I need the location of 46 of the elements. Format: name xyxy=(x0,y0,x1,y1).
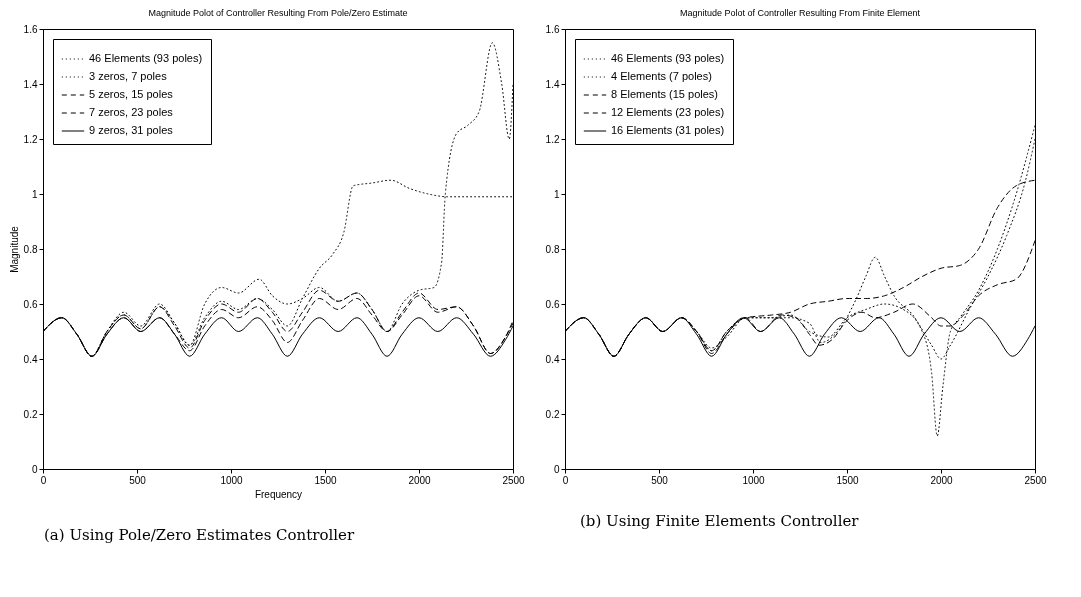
y-tick-label: 0.8 xyxy=(545,243,560,255)
x-tick-label: 2500 xyxy=(1024,474,1048,486)
x-tick-label: 1500 xyxy=(314,474,338,486)
legend-label: 8 Elements (15 poles) xyxy=(611,88,718,100)
legend-label: 46 Elements (93 poles) xyxy=(611,52,725,64)
y-tick-label: 0.6 xyxy=(545,298,560,310)
x-tick-label: 0 xyxy=(562,474,569,486)
legend-label: 4 Elements (7 poles) xyxy=(611,70,712,82)
x-tick-label: 1000 xyxy=(220,474,244,486)
y-axis-title: Magnitude xyxy=(8,225,20,273)
x-axis-title: Frequency xyxy=(254,488,303,500)
text: (a) Using Pole/Zero Estimates Controller xyxy=(44,526,356,544)
x-tick-label: 1000 xyxy=(742,474,766,486)
legend-label: 7 zeros, 23 poles xyxy=(89,106,174,118)
legend-label: 5 zeros, 15 poles xyxy=(89,88,174,100)
legend-label: 3 zeros, 7 poles xyxy=(89,70,168,82)
x-tick-label: 2500 xyxy=(502,474,526,486)
y-tick-label: 0.4 xyxy=(23,353,38,365)
x-tick-label: 0 xyxy=(40,474,47,486)
y-tick-label: 1.6 xyxy=(23,23,38,35)
chart-title: Magnitude Polot of Controller Resulting From Pole/Zero Estimate xyxy=(148,8,408,18)
legend-label: 16 Elements (31 poles) xyxy=(611,124,725,136)
legend-label: 46 Elements (93 poles) xyxy=(89,52,203,64)
x-tick-label: 500 xyxy=(129,474,147,486)
y-tick-label: 1 xyxy=(31,188,38,200)
y-tick-label: 1.6 xyxy=(545,23,560,35)
legend-label: 12 Elements (23 poles) xyxy=(611,106,725,118)
chart-title: Magnitude Polot of Controller Resulting From Finite Element xyxy=(679,8,921,18)
y-tick-label: 0.2 xyxy=(545,408,560,420)
legend-label: 9 zeros, 31 poles xyxy=(89,124,174,136)
y-tick-label: 0.6 xyxy=(23,298,38,310)
y-tick-label: 0.2 xyxy=(23,408,38,420)
x-tick-label: 2000 xyxy=(930,474,954,486)
y-tick-label: 1.2 xyxy=(545,133,560,145)
y-tick-label: 0 xyxy=(553,463,560,475)
x-tick-label: 2000 xyxy=(408,474,432,486)
y-tick-label: 1.4 xyxy=(23,78,38,90)
y-tick-label: 1.4 xyxy=(545,78,560,90)
y-tick-label: 1.2 xyxy=(23,133,38,145)
x-tick-label: 500 xyxy=(651,474,669,486)
y-tick-label: 0.4 xyxy=(545,353,560,365)
text: (b) Using Finite Elements Controller xyxy=(580,512,860,530)
y-tick-label: 1 xyxy=(553,188,560,200)
x-tick-label: 1500 xyxy=(836,474,860,486)
y-tick-label: 0 xyxy=(31,463,38,475)
y-tick-label: 0.8 xyxy=(23,243,38,255)
